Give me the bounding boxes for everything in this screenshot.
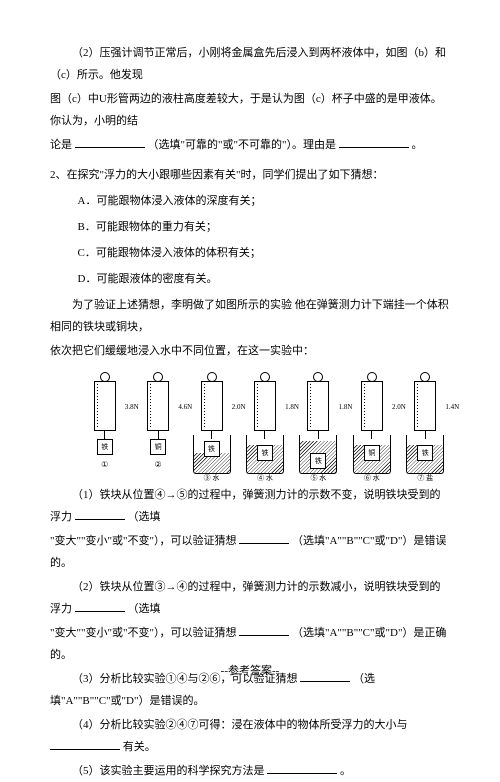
q1-text-a: 论是 xyxy=(50,139,72,151)
option-c: C．可能跟物体浸入液体的体积有关； xyxy=(78,242,451,264)
spring-scale-unit: 4.6N铜② xyxy=(133,372,182,474)
q2-desc1: 为了验证上述猜想，李明做了如图所示的实验 他在弹簧测力计下端挂一个体积相同的铁块… xyxy=(50,294,450,338)
metal-block: 铜 xyxy=(150,439,166,455)
q1-text-b: （选填"可靠的"或"不可靠的"）。理由是 xyxy=(148,139,336,151)
s5b: 。 xyxy=(340,765,351,777)
sub1-cont: "变大""变小"或"不变"），可以验证猜想 （选填"A""B""C"或"D"）是… xyxy=(50,530,450,574)
footer-answer: --参考答案-- xyxy=(0,660,500,682)
beaker: 铁⑤ 水 xyxy=(299,435,337,474)
metal-block: 铁 xyxy=(204,441,220,457)
spring-scale-unit: 1.8N 铁④ 水 xyxy=(240,372,289,474)
s1b: （选填 xyxy=(128,511,161,523)
scale-reading: 3.8N xyxy=(125,400,139,414)
spring-scale-unit: 2.0N 铜⑥ 水 xyxy=(347,372,396,474)
blank-s5 xyxy=(267,762,337,774)
blank-reason xyxy=(339,136,409,148)
s1c: "变大""变小"或"不变"），可以验证猜想 xyxy=(50,535,236,547)
spring-scale: 1.8N xyxy=(307,381,329,431)
spring-scale: 1.8N xyxy=(254,381,276,431)
blank-s2-1 xyxy=(75,600,125,612)
beaker: 铜⑥ 水 xyxy=(353,435,391,474)
blank-s2-2 xyxy=(239,624,289,636)
option-a: A．可能跟物体浸入液体的深度有关； xyxy=(78,190,451,212)
option-d: D．可能跟液体的密度有关。 xyxy=(78,268,451,290)
spring-scale-unit: 1.8N 铁⑤ 水 xyxy=(294,372,343,474)
metal-block: 铜 xyxy=(364,445,380,461)
q1-line2: 图（c）中U形管两边的液柱高度差较大，于是认为图（c）杯子中盛的是甲液体。你认为… xyxy=(50,88,450,132)
sub2: （2）铁块从位置③→④的过程中，弹簧测力计的示数减小，说明铁块受到的浮力 （选填 xyxy=(50,576,450,620)
q1-text-c: 。 xyxy=(411,139,422,151)
scale-reading: 1.8N xyxy=(339,400,353,414)
option-b: B．可能跟物体的重力有关； xyxy=(78,216,451,238)
beaker: 铁④ 水 xyxy=(246,435,284,474)
spring-scale: 1.4N xyxy=(414,381,436,431)
metal-block: 铁 xyxy=(310,453,326,469)
s2c: "变大""变小"或"不变"），可以验证猜想 xyxy=(50,627,236,639)
spring-scale: 3.8N xyxy=(94,381,116,431)
blank-s4 xyxy=(50,738,120,750)
q1-line3: 论是 （选填"可靠的"或"不可靠的"）。理由是 。 xyxy=(50,134,450,156)
blank-conclusion xyxy=(75,136,145,148)
s4a: （4）分析比较实验②④⑦可得：浸在液体中的物体所受浮力的大小与 xyxy=(72,719,408,731)
scale-reading: 2.0N xyxy=(392,400,406,414)
sub5: （5）该实验主要运用的科学探究方法是 。 xyxy=(50,760,450,782)
metal-block: 铁 xyxy=(257,445,273,461)
s4b: 有关。 xyxy=(123,741,156,753)
blank-s1-2 xyxy=(239,532,289,544)
beaker: 铁③ 水 xyxy=(193,435,231,474)
metal-block: 铁 xyxy=(97,439,113,455)
experiment-diagram: 3.8N铁①4.6N铜②2.0N铁③ 水1.8N铁④ 水1.8N铁⑤ 水2.0N… xyxy=(80,372,450,474)
s2b: （选填 xyxy=(128,603,161,615)
q2-desc2: 依次把它们缓缓地浸入水中不同位置，在这一实验中： xyxy=(50,340,450,362)
spring-scale-unit: 2.0N 铁③ 水 xyxy=(187,372,236,474)
spring-scale-unit: 1.4N 铁⑦ 盐 xyxy=(401,372,450,474)
sub1: （1）铁块从位置④→⑤的过程中，弹簧测力计的示数不变，说明铁块受到的浮力 （选填 xyxy=(50,484,450,528)
metal-block: 铁 xyxy=(417,445,433,461)
scale-reading: 2.0N xyxy=(232,400,246,414)
s5a: （5）该实验主要运用的科学探究方法是 xyxy=(72,765,265,777)
scale-reading: 1.8N xyxy=(285,400,299,414)
spring-scale-unit: 3.8N铁① xyxy=(80,372,129,474)
scale-reading: 1.4N xyxy=(445,400,459,414)
spring-scale: 2.0N xyxy=(201,381,223,431)
blank-s1-1 xyxy=(75,508,125,520)
beaker: 铁⑦ 盐 xyxy=(406,435,444,474)
spring-scale: 4.6N xyxy=(147,381,169,431)
spring-scale: 2.0N xyxy=(361,381,383,431)
scale-reading: 4.6N xyxy=(178,400,192,414)
sub4: （4）分析比较实验②④⑦可得：浸在液体中的物体所受浮力的大小与 有关。 xyxy=(50,714,450,758)
q1-line1: （2）压强计调节正常后，小刚将金属盒先后浸入到两杯液体中，如图（b）和（c）所示… xyxy=(50,42,450,86)
q2-stem: 2、在探究"浮力的大小跟哪些因素有关"时，同学们提出了如下猜想： xyxy=(50,164,450,186)
